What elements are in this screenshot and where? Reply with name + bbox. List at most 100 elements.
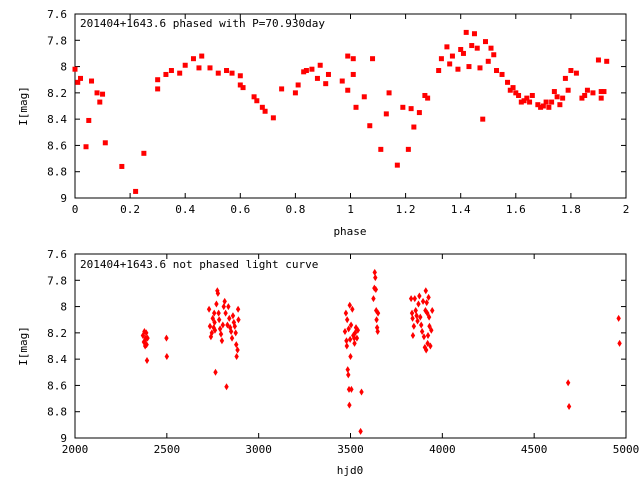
- data-point: [430, 307, 435, 315]
- x-tick-label: 3000: [245, 443, 272, 456]
- data-point: [601, 89, 607, 95]
- data-point: [214, 300, 219, 308]
- x-tick-label: 3500: [337, 443, 364, 456]
- data-point: [416, 110, 422, 116]
- y-tick-label: 8: [60, 61, 67, 74]
- x-axis-label: hjd0: [337, 464, 364, 477]
- data-point: [219, 337, 225, 345]
- data-point: [513, 90, 519, 96]
- data-point: [494, 68, 500, 74]
- data-point: [549, 99, 555, 105]
- data-point: [370, 56, 376, 62]
- data-point: [616, 314, 621, 322]
- data-point: [438, 56, 444, 62]
- data-point: [350, 71, 356, 77]
- data-point: [142, 337, 147, 345]
- data-point: [133, 188, 139, 194]
- data-point: [144, 356, 150, 364]
- data-point: [86, 117, 92, 123]
- x-tick-label: 0.2: [120, 203, 140, 216]
- data-point: [216, 309, 221, 317]
- data-point: [546, 104, 552, 110]
- data-point: [474, 45, 480, 51]
- data-point: [211, 324, 216, 332]
- data-point: [72, 66, 78, 72]
- y-tick-label: 9: [60, 192, 67, 205]
- data-point: [350, 305, 355, 313]
- data-point: [488, 45, 494, 51]
- data-point: [375, 309, 381, 317]
- y-tick-label: 8.8: [47, 406, 67, 419]
- data-point: [421, 333, 427, 341]
- y-tick-label: 9: [60, 432, 67, 445]
- data-point: [419, 321, 424, 329]
- data-point: [355, 326, 361, 334]
- data-point: [343, 309, 349, 317]
- data-point: [507, 87, 513, 93]
- data-point: [259, 104, 265, 110]
- data-point: [94, 90, 100, 96]
- data-point: [414, 312, 419, 320]
- x-tick-label: 0.4: [175, 203, 195, 216]
- data-point: [342, 328, 348, 336]
- x-tick-label: 1.2: [396, 203, 416, 216]
- data-point: [83, 144, 89, 150]
- data-point: [565, 379, 571, 387]
- data-point: [485, 58, 491, 64]
- data-point: [353, 104, 359, 110]
- data-point: [348, 353, 353, 361]
- data-point: [447, 61, 453, 67]
- data-point: [551, 89, 557, 95]
- data-point: [235, 305, 241, 313]
- data-point: [425, 95, 431, 101]
- data-point: [232, 322, 237, 330]
- data-point: [155, 86, 161, 92]
- x-tick-label: 5000: [613, 443, 640, 456]
- data-point: [215, 70, 221, 76]
- y-axis-label: I[mag]: [17, 86, 30, 126]
- data-point: [590, 90, 596, 96]
- data-point: [426, 313, 432, 321]
- y-tick-label: 7.8: [47, 274, 67, 287]
- data-point: [568, 68, 574, 74]
- data-point: [352, 339, 357, 347]
- y-tick-label: 7.6: [47, 248, 67, 261]
- data-point: [224, 68, 230, 74]
- data-point: [346, 385, 352, 393]
- y-tick-label: 7.6: [47, 8, 67, 21]
- data-point: [226, 303, 231, 311]
- data-point: [480, 116, 486, 122]
- data-point: [424, 299, 429, 307]
- data-point: [560, 95, 566, 101]
- data-points: [140, 268, 622, 435]
- data-point: [444, 44, 450, 50]
- data-point: [419, 328, 425, 336]
- data-points: [72, 29, 610, 194]
- data-point: [225, 321, 230, 329]
- data-point: [535, 102, 541, 108]
- data-point: [213, 368, 218, 376]
- data-point: [373, 274, 378, 282]
- data-point: [220, 321, 226, 329]
- data-point: [505, 79, 511, 85]
- data-point: [354, 334, 360, 342]
- data-point: [168, 68, 174, 74]
- data-point: [78, 75, 84, 81]
- x-tick-label: 2: [623, 203, 630, 216]
- data-point: [177, 70, 183, 76]
- axis-ticks: 0 0.2 0.4 0.6 0.8 1 1.2 1.4 1.6 1.8 2 7.6 7.8 8 8.2 8.4…: [47, 8, 629, 216]
- data-point: [207, 322, 213, 330]
- data-point: [119, 163, 125, 169]
- data-point: [262, 108, 268, 114]
- data-point: [373, 285, 379, 293]
- data-point: [417, 292, 422, 300]
- data-point: [230, 312, 236, 320]
- data-point: [565, 87, 571, 93]
- data-point: [540, 103, 546, 109]
- data-point: [598, 95, 604, 101]
- data-point: [428, 342, 433, 350]
- data-point: [323, 81, 329, 87]
- data-point: [573, 70, 579, 76]
- x-tick-label: 4000: [429, 443, 456, 456]
- y-tick-label: 8.2: [47, 87, 67, 100]
